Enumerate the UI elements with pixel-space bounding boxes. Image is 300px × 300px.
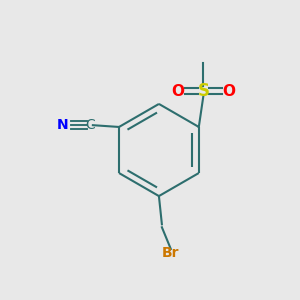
Text: C: C (85, 118, 95, 132)
Text: Br: Br (162, 245, 180, 260)
Text: S: S (197, 82, 209, 100)
Text: O: O (171, 84, 184, 99)
Text: N: N (57, 118, 69, 132)
Text: O: O (223, 84, 236, 99)
